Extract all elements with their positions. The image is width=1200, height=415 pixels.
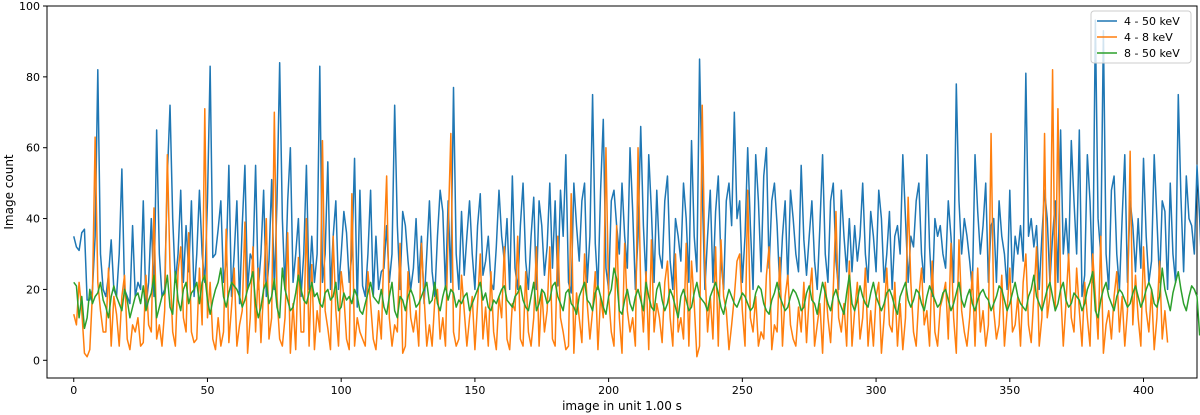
y-tick-label: 60 — [26, 142, 40, 155]
x-tick-label: 50 — [200, 384, 214, 397]
x-axis-label: image in unit 1.00 s — [562, 399, 682, 413]
legend: 4 - 50 keV 4 - 8 keV 8 - 50 keV — [1090, 10, 1192, 64]
axis-ticks: 0 50 100 150 200 250 300 350 400 0 20 40 60 80 100 — [19, 0, 1154, 397]
y-tick-label: 0 — [33, 354, 40, 367]
y-tick-label: 100 — [19, 0, 40, 13]
x-tick-label: 0 — [70, 384, 77, 397]
x-tick-label: 250 — [732, 384, 753, 397]
series-line-2 — [73, 69, 1169, 358]
y-tick-label: 80 — [26, 71, 40, 84]
series-line-1 — [73, 19, 1200, 308]
legend-label: 4 - 50 keV — [1124, 15, 1180, 28]
x-tick-label: 400 — [1133, 384, 1154, 397]
x-tick-label: 100 — [331, 384, 352, 397]
legend-label: 8 - 50 keV — [1124, 47, 1180, 60]
x-tick-label: 350 — [999, 384, 1020, 397]
y-axis-label: Image count — [2, 154, 16, 230]
x-tick-label: 300 — [866, 384, 887, 397]
x-tick-label: 200 — [598, 384, 619, 397]
legend-label: 4 - 8 keV — [1124, 31, 1173, 44]
series-line-3 — [73, 267, 1200, 336]
y-tick-label: 40 — [26, 213, 40, 226]
x-tick-label: 150 — [464, 384, 485, 397]
y-tick-label: 20 — [26, 283, 40, 296]
plot-frame — [46, 5, 1198, 379]
series-lines — [73, 19, 1200, 358]
legend-box — [1090, 10, 1192, 64]
